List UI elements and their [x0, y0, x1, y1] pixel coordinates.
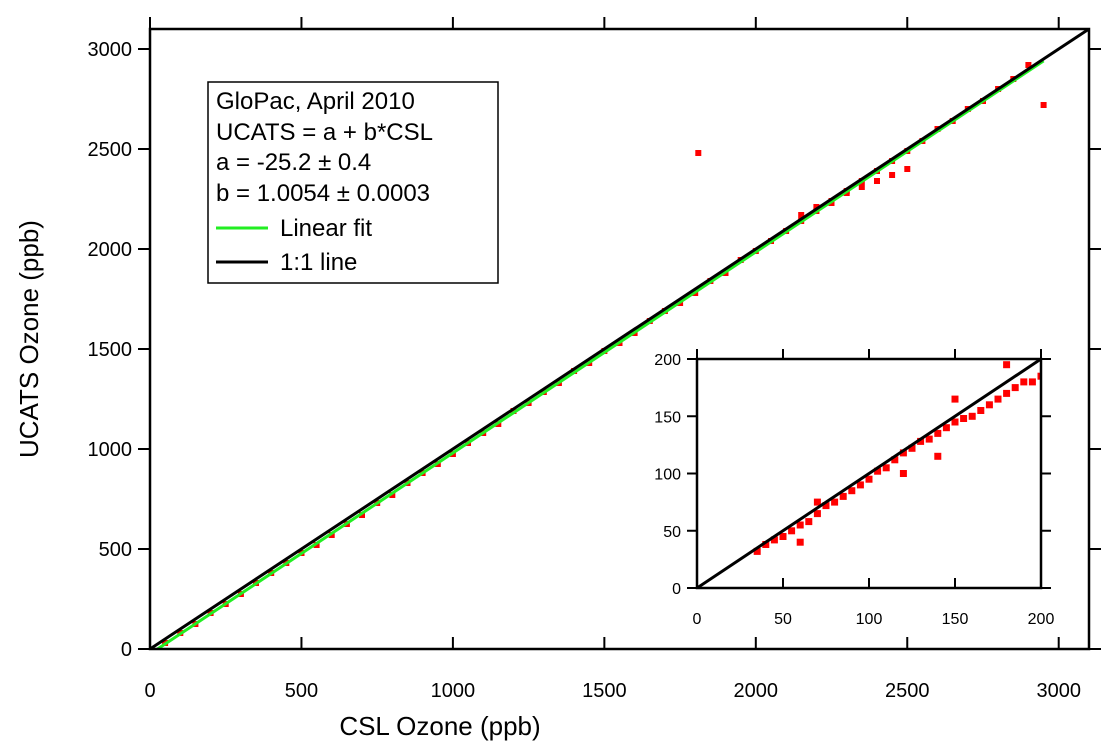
main-x-tick-label-2000: 2000 — [734, 680, 779, 702]
inset-data-point-8 — [822, 502, 830, 510]
inset-x-tick-label-50: 50 — [774, 611, 792, 628]
inset-x-tick-label-150: 150 — [942, 611, 969, 628]
inset-data-point-1 — [762, 541, 770, 548]
inset-data-point-29 — [1003, 389, 1011, 397]
inset-data-point-25 — [968, 412, 976, 420]
inset-data-point-2 — [770, 536, 778, 544]
legend-a-value: a = -25.2 ± 0.4 — [216, 149, 371, 176]
legend: GloPac, April 2010 UCATS = a + b*CSL a =… — [207, 81, 499, 284]
inset-data-point-22 — [942, 424, 950, 432]
inset-data-point-12 — [856, 481, 864, 489]
main-plot: 0 500 1000 1500 2000 2500 30000500100015002000… — [14, 17, 1101, 741]
main-data-point-58 — [798, 212, 805, 218]
inset-x-tick-label-0: 0 — [693, 611, 702, 628]
main-y-tick-label-500: 500 — [99, 539, 132, 561]
inset-data-point-11 — [848, 487, 856, 495]
inset-ticks: 0 50 100 150 200 0 50 100 150 200 — [654, 349, 1054, 628]
main-y-tick-label-2000: 2000 — [88, 239, 133, 261]
inset-data-point-37 — [934, 452, 942, 460]
inset-x-tick-label-200: 200 — [1028, 611, 1055, 628]
main-1-1-line-line — [150, 29, 1089, 649]
inset-data-point-31 — [1020, 378, 1028, 386]
inset-data-point-19 — [917, 437, 925, 445]
main-data-layer — [150, 29, 1089, 649]
inset-data-point-33 — [1037, 372, 1041, 380]
legend-label-one-to-one: 1:1 line — [280, 249, 357, 276]
legend-label-linear-fit: Linear fit — [280, 215, 372, 242]
inset-data-point-5 — [796, 521, 804, 529]
inset-data-point-16 — [891, 456, 899, 464]
main-data-point-66 — [695, 150, 702, 156]
inset-data-point-30 — [1011, 384, 1019, 392]
inset-data-point-27 — [985, 401, 993, 409]
inset-data-point-38 — [951, 395, 959, 403]
inset-data-point-0 — [753, 547, 761, 555]
legend-b-value: b = 1.0054 ± 0.0003 — [216, 180, 430, 207]
inset-data-point-6 — [805, 518, 813, 526]
main-plot-frame — [148, 27, 1091, 651]
inset-data-point-35 — [796, 538, 804, 546]
main-x-tick-label-1000: 1000 — [431, 680, 476, 702]
inset-data-point-10 — [839, 492, 847, 500]
main-x-tick-label-500: 500 — [285, 680, 318, 702]
main-x-tick-label-3000: 3000 — [1036, 680, 1081, 702]
inset-y-tick-label-150: 150 — [654, 409, 681, 426]
main-y-tick-label-1500: 1500 — [88, 339, 133, 361]
inset-data-point-18 — [908, 444, 916, 452]
inset-data-point-36 — [899, 470, 907, 477]
main-y-tick-label-2500: 2500 — [88, 139, 133, 161]
inset-y-tick-label-100: 100 — [654, 467, 681, 484]
inset-data-point-26 — [977, 407, 985, 414]
legend-equation: UCATS = a + b*CSL — [216, 119, 433, 146]
inset-x-tick-label-100: 100 — [856, 611, 883, 628]
inset-data-point-39 — [1003, 361, 1011, 369]
inset-1-1-line-line — [697, 359, 1041, 588]
main-y-tick-label-0: 0 — [121, 639, 132, 661]
main-data-point-62 — [858, 184, 865, 190]
inset-data-point-3 — [779, 533, 787, 540]
inset-data-point-7 — [813, 510, 821, 518]
inset-y-tick-label-50: 50 — [663, 524, 681, 541]
main-data-point-59 — [813, 204, 820, 210]
inset-data-point-20 — [925, 435, 933, 443]
inset-data-point-34 — [813, 498, 821, 506]
main-data-point-63 — [874, 178, 880, 184]
inset-data-point-15 — [882, 464, 890, 472]
inset-y-tick-label-0: 0 — [672, 581, 681, 598]
inset-data-point-32 — [1028, 378, 1036, 386]
inset-data-point-24 — [960, 415, 968, 422]
inset-data-point-23 — [951, 418, 959, 426]
inset-data-point-21 — [934, 429, 942, 437]
main-data-point-15 — [389, 492, 396, 498]
main-data-point-57 — [1025, 62, 1032, 68]
main-ticks: 0 500 1000 1500 2000 2500 30000500100015002000… — [88, 17, 1101, 702]
main-y-tick-label-3000: 3000 — [88, 39, 133, 61]
legend-title: GloPac, April 2010 — [216, 88, 415, 115]
inset-data-point-28 — [994, 395, 1002, 403]
main-data-point-67 — [1040, 102, 1047, 108]
inset-data-point-4 — [788, 527, 796, 535]
main-data-point-64 — [889, 172, 896, 178]
main-y-tick-label-1000: 1000 — [88, 439, 133, 461]
inset-data-point-17 — [899, 449, 907, 457]
main-x-tick-label-0: 0 — [144, 680, 155, 702]
main-data-point-65 — [904, 166, 911, 172]
legend-box — [207, 81, 499, 284]
x-axis-label: CSL Ozone (ppb) — [339, 711, 540, 741]
main-linear-fit-line — [154, 59, 1045, 649]
main-x-tick-label-2500: 2500 — [885, 680, 930, 702]
inset-data-point-14 — [874, 467, 882, 475]
main-x-tick-label-1500: 1500 — [582, 680, 627, 702]
inset-data-layer — [697, 359, 1041, 588]
inset-data-point-9 — [831, 498, 839, 506]
y-axis-label: UCATS Ozone (ppb) — [14, 220, 44, 458]
inset-y-tick-label-200: 200 — [654, 352, 681, 369]
inset-data-point-13 — [865, 475, 873, 483]
inset-plot: 0 50 100 150 200 0 50 100 150 200 — [654, 349, 1054, 628]
